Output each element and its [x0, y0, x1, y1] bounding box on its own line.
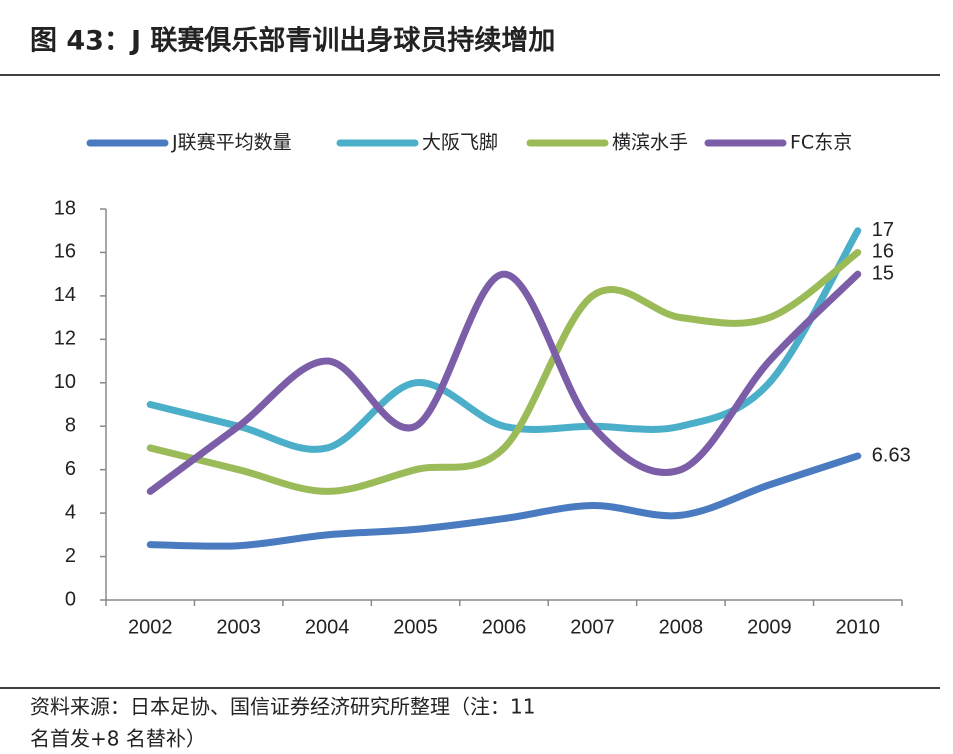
data-label: 15: [872, 262, 894, 284]
series-line: [146, 452, 862, 550]
source: 资料来源：日本足协、国信证券经济研究所整理（注：11: [30, 695, 535, 719]
y-tick-label: 16: [54, 241, 76, 263]
y-tick-label: 12: [54, 328, 76, 350]
x-tick-label: 2007: [570, 616, 615, 638]
data-label: 6.63: [872, 444, 911, 466]
y-tick-label: 2: [65, 545, 76, 567]
y-tick-label: 4: [65, 501, 76, 523]
series-line: [146, 270, 862, 495]
x-tick-label: 2010: [836, 616, 881, 638]
x-tick-label: 2009: [747, 616, 792, 638]
y-tick-label: 0: [65, 588, 76, 610]
source: 名首发+8 名替补）: [30, 727, 206, 751]
legend-label: 横滨水手: [612, 132, 688, 154]
y-tick-label: 6: [65, 458, 76, 480]
x-tick-label: 2008: [659, 616, 704, 638]
x-tick-label: 2006: [482, 616, 527, 638]
y-tick-label: 8: [65, 415, 76, 437]
legend-label: J联赛平均数量: [171, 132, 292, 154]
series-line: [146, 248, 862, 495]
data-label: 16: [872, 241, 894, 263]
y-tick-label: 18: [54, 197, 76, 219]
x-tick-label: 2004: [305, 616, 350, 638]
chart-title: 图 43：J 联赛俱乐部青训出身球员持续增加: [30, 25, 555, 57]
x-tick-label: 2005: [393, 616, 438, 638]
y-tick-label: 10: [54, 371, 76, 393]
y-tick-label: 14: [54, 284, 76, 306]
x-tick-label: 2003: [216, 616, 261, 638]
legend-label: 大阪飞脚: [422, 132, 498, 154]
data-label: 17: [872, 219, 894, 241]
legend-label: FC东京: [790, 132, 852, 154]
series-line: [146, 227, 862, 453]
x-tick-label: 2002: [128, 616, 173, 638]
